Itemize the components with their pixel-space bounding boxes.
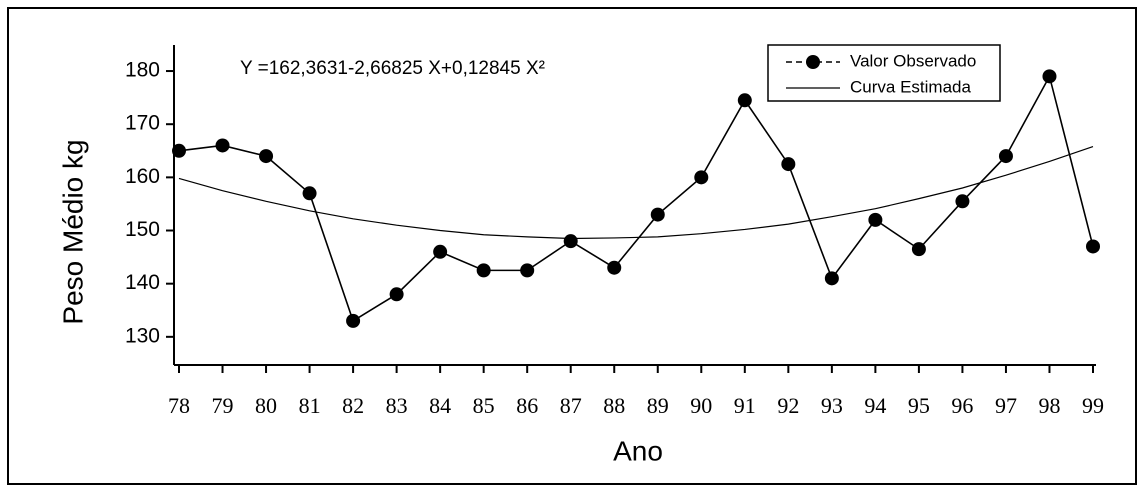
data-point — [1042, 69, 1057, 84]
x-tick-label: 85 — [473, 393, 495, 418]
x-tick-label: 91 — [734, 393, 756, 418]
data-point — [607, 260, 622, 275]
x-tick-label: 92 — [777, 393, 799, 418]
x-tick-label: 78 — [168, 393, 190, 418]
data-point — [433, 244, 448, 259]
x-tick-label: 99 — [1082, 393, 1104, 418]
legend — [767, 44, 1001, 102]
legend-marker — [806, 55, 820, 69]
y-tick-label: 140 — [125, 271, 160, 294]
x-tick-label: 90 — [690, 393, 712, 418]
data-point — [172, 143, 186, 158]
x-tick-label: 80 — [255, 393, 277, 418]
x-tick-label: 97 — [995, 393, 1017, 418]
series-line — [178, 145, 1094, 240]
data-point — [998, 149, 1013, 164]
y-tick-label: 170 — [125, 112, 160, 135]
data-point — [302, 186, 317, 201]
x-tick-label: 83 — [386, 393, 408, 418]
data-point — [911, 242, 926, 257]
x-tick-label: 81 — [299, 393, 321, 418]
data-point — [1086, 239, 1100, 254]
data-point — [868, 212, 883, 227]
data-point — [563, 234, 578, 249]
x-tick-label: 86 — [516, 393, 538, 418]
legend-label: Curva Estimada — [850, 77, 971, 96]
x-tick-label: 98 — [1038, 393, 1060, 418]
x-tick-label: 87 — [560, 393, 582, 418]
x-tick-label: 93 — [821, 393, 843, 418]
data-point — [215, 138, 230, 153]
data-point — [737, 93, 752, 108]
data-point — [824, 271, 839, 286]
x-tick-label: 96 — [951, 393, 973, 418]
y-tick-label: 150 — [125, 218, 160, 241]
y-tick-label: 160 — [125, 165, 160, 188]
x-tick-label: 89 — [647, 393, 669, 418]
x-tick-label: 94 — [864, 393, 886, 418]
data-point — [259, 149, 274, 164]
x-tick-label: 82 — [342, 393, 364, 418]
data-point — [650, 207, 665, 222]
y-tick-label: 180 — [125, 59, 160, 82]
x-tick-label: 95 — [908, 393, 930, 418]
annotation: Y =162,3631-2,66825 X+0,12845 X² — [240, 58, 545, 79]
data-point — [781, 157, 796, 172]
data-point — [389, 287, 404, 302]
x-tick-label: 88 — [603, 393, 625, 418]
legend-label: Valor Observado — [850, 51, 976, 70]
data-point — [346, 313, 361, 328]
y-axis-label: Peso Médio kg — [57, 139, 88, 324]
data-point — [955, 194, 970, 209]
data-point — [476, 263, 491, 278]
y-tick-label: 130 — [125, 324, 160, 347]
series-line — [178, 74, 1094, 323]
x-tick-label: 84 — [429, 393, 451, 418]
data-point — [520, 263, 535, 278]
data-point — [694, 170, 709, 185]
x-axis-label: Ano — [613, 435, 663, 466]
x-tick-label: 79 — [212, 393, 234, 418]
